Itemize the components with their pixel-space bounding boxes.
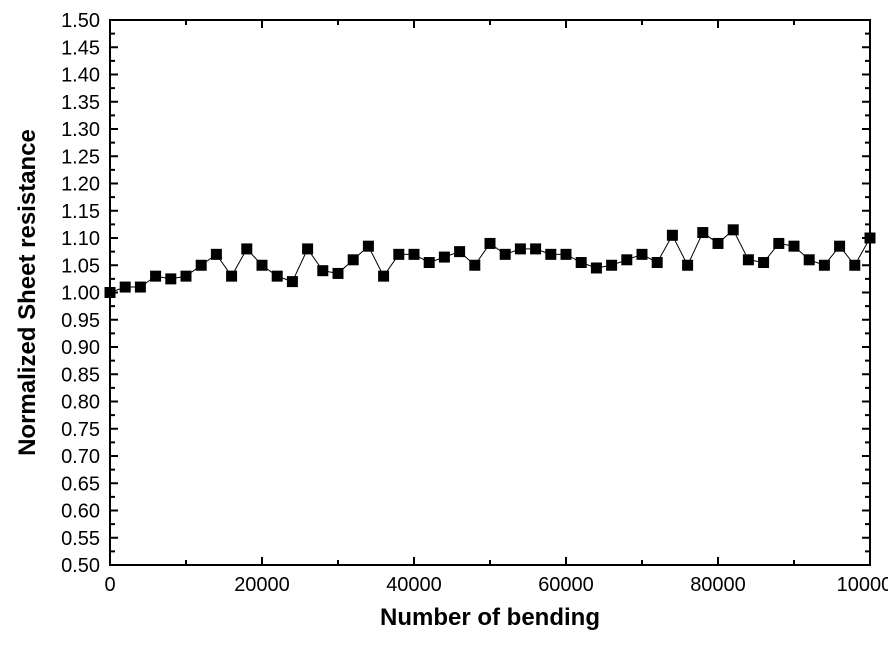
y-tick-label: 0.95 (61, 310, 100, 332)
x-tick-label: 60000 (538, 574, 594, 596)
data-marker (774, 238, 784, 248)
y-tick-label: 1.45 (61, 37, 100, 59)
data-marker (759, 258, 769, 268)
data-marker (257, 260, 267, 270)
data-marker (363, 241, 373, 251)
data-marker (850, 260, 860, 270)
y-tick-label: 0.50 (61, 555, 100, 577)
data-marker (211, 249, 221, 259)
data-marker (713, 238, 723, 248)
chart-container: 0 20000 40000 60000 80000 100000 0.50 0.55 0.60 0… (0, 0, 888, 648)
data-marker (546, 249, 556, 259)
data-marker (652, 258, 662, 268)
data-marker (227, 271, 237, 281)
y-tick-label: 0.55 (61, 528, 100, 550)
data-marker (135, 282, 145, 292)
data-marker (151, 271, 161, 281)
data-marker (637, 249, 647, 259)
x-tick-label: 20000 (234, 574, 290, 596)
data-marker (439, 252, 449, 262)
data-marker (196, 260, 206, 270)
data-marker (819, 260, 829, 270)
y-tick-label: 0.80 (61, 392, 100, 414)
data-marker (835, 241, 845, 251)
data-marker (105, 288, 115, 298)
x-tick-label: 40000 (386, 574, 442, 596)
y-tick-label: 0.60 (61, 501, 100, 523)
data-marker (500, 249, 510, 259)
y-tick-label: 0.85 (61, 364, 100, 386)
chart-svg: 0 20000 40000 60000 80000 100000 0.50 0.55 0.60 0… (0, 0, 888, 648)
y-tick-label: 1.25 (61, 146, 100, 168)
data-marker (394, 249, 404, 259)
data-marker (181, 271, 191, 281)
x-tick-label: 100000 (837, 574, 888, 596)
y-tick-label: 1.00 (61, 283, 100, 305)
plot-border (110, 20, 870, 565)
y-tick-label: 1.35 (61, 92, 100, 114)
data-marker (698, 228, 708, 238)
data-marker (242, 244, 252, 254)
x-tick-label: 0 (104, 574, 115, 596)
data-marker (591, 263, 601, 273)
data-marker (728, 225, 738, 235)
y-tick-label: 1.30 (61, 119, 100, 141)
y-tick-label: 1.50 (61, 10, 100, 32)
data-marker (789, 241, 799, 251)
y-tick-label: 1.10 (61, 228, 100, 250)
data-marker (333, 268, 343, 278)
data-marker (743, 255, 753, 265)
data-marker (166, 274, 176, 284)
data-marker (409, 249, 419, 259)
y-tick-label: 1.20 (61, 174, 100, 196)
data-marker (607, 260, 617, 270)
y-tick-label: 1.15 (61, 201, 100, 223)
data-marker (485, 238, 495, 248)
data-marker (667, 230, 677, 240)
data-marker (272, 271, 282, 281)
y-tick-label: 0.75 (61, 419, 100, 441)
data-marker (287, 277, 297, 287)
data-marker (379, 271, 389, 281)
y-tick-label: 0.65 (61, 473, 100, 495)
data-marker (470, 260, 480, 270)
data-marker (576, 258, 586, 268)
data-marker (531, 244, 541, 254)
data-marker (318, 266, 328, 276)
data-marker (455, 247, 465, 257)
y-tick-label: 0.70 (61, 446, 100, 468)
data-marker (348, 255, 358, 265)
data-marker (865, 233, 875, 243)
y-tick-label: 1.05 (61, 255, 100, 277)
data-marker (561, 249, 571, 259)
y-tick-label: 0.90 (61, 337, 100, 359)
data-marker (303, 244, 313, 254)
data-marker (683, 260, 693, 270)
data-marker (622, 255, 632, 265)
data-marker (120, 282, 130, 292)
x-tick-label: 80000 (690, 574, 746, 596)
y-axis-title: Normalized Sheet resistance (14, 129, 41, 456)
data-marker (424, 258, 434, 268)
y-tick-label: 1.40 (61, 65, 100, 87)
x-axis-title: Number of bending (380, 604, 600, 631)
data-marker (515, 244, 525, 254)
data-marker (804, 255, 814, 265)
